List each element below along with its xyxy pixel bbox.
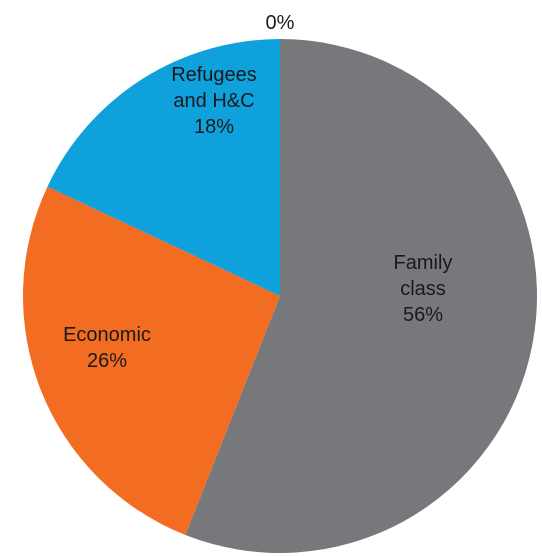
slice-label-family-class: Family class 56% (394, 252, 453, 326)
slice-category-text: Economic (63, 324, 151, 346)
pie-slices (22, 39, 537, 553)
slice-label-refugees-and-h-c: Refugees and H&C 18% (171, 64, 257, 138)
slice-label-economic: Economic 26% (63, 324, 151, 372)
slice-category-text: Refugees (171, 64, 257, 86)
pie-slice-refugees-and-h-c (47, 39, 281, 296)
slice-value-text: 0% (266, 12, 295, 34)
slice-category-text: class (400, 278, 446, 300)
slice-category-text: Family (394, 252, 453, 274)
pie-labels: Family class 56% Economic 26% Refugees and H&C… (63, 12, 452, 372)
slice-label-zero: 0% (266, 12, 295, 34)
slice-value-text: 26% (87, 350, 127, 372)
slice-value-text: 56% (403, 304, 443, 326)
pie-slice-economic (22, 186, 280, 535)
slice-value-text: 18% (194, 116, 234, 138)
slice-category-text: and H&C (173, 90, 254, 112)
pie-slice-family-class (185, 39, 537, 553)
